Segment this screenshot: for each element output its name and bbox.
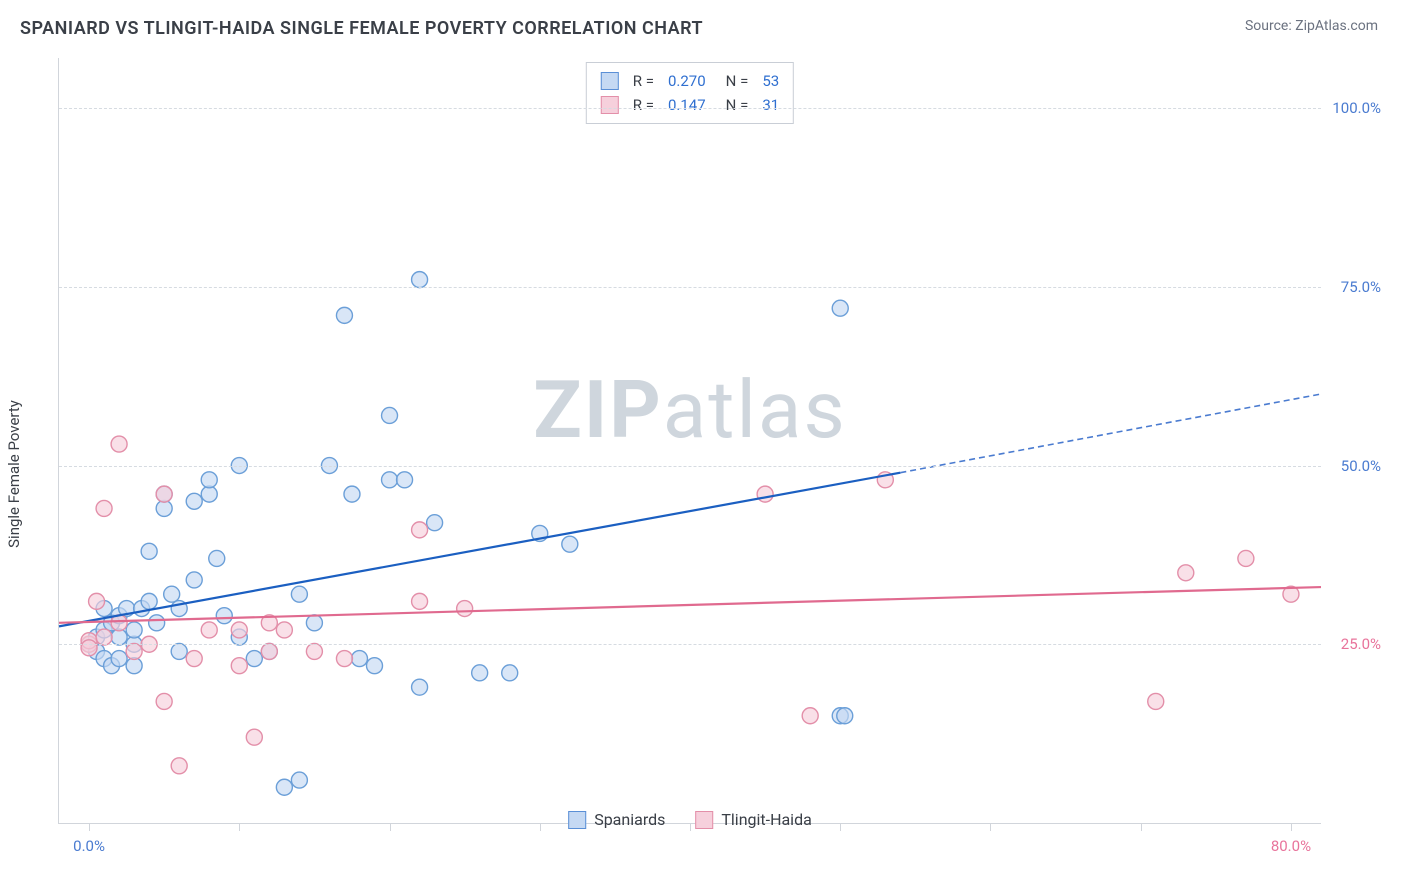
y-axis-label: Single Female Poverty [5,400,23,548]
legend-item: Tlingit-Haida [695,810,811,829]
stats-legend-row: R = 0.147 N = 31 [601,93,779,117]
y-tick-label: 100.0% [1326,99,1381,117]
n-label: N = [726,93,749,117]
y-tick-label: 50.0% [1326,457,1381,475]
x-tick [89,823,90,831]
x-tick [840,823,841,831]
x-tick [540,823,541,831]
legend-label: Spaniards [594,810,665,829]
x-tick [990,823,991,831]
chart-svg [59,58,1321,823]
stats-legend: R = 0.270 N = 53 R = 0.147 N = 31 [586,62,794,124]
r-value: 0.147 [668,93,706,117]
y-tick-label: 75.0% [1326,278,1381,296]
plot-area: ZIPatlas R =0.270N =53R =0.147N =31 Span… [58,58,1321,824]
n-value: 31 [762,93,779,117]
grid-line [59,287,1321,288]
grid-line [59,108,1321,109]
y-tick-label: 25.0% [1326,635,1381,653]
x-tick [390,823,391,831]
chart-title: SPANIARD VS TLINGIT-HAIDA SINGLE FEMALE … [20,18,703,39]
legend-label: Tlingit-Haida [721,810,811,829]
r-label: R = [633,93,654,117]
x-tick [239,823,240,831]
grid-line [59,644,1321,645]
chart-container: Single Female Poverty ZIPatlas R =0.270N… [20,58,1386,872]
x-tick [690,823,691,831]
n-value: 53 [762,69,779,93]
r-value: 0.270 [668,69,706,93]
stats-legend-row: R = 0.270 N = 53 [601,69,779,93]
legend-swatch [601,96,619,114]
x-tick [1141,823,1142,831]
x-tick-label: 0.0% [73,837,105,855]
n-label: N = [726,69,749,93]
legend-swatch [568,811,586,829]
grid-line [59,466,1321,467]
source-label: Source: ZipAtlas.com [1245,18,1378,34]
x-tick-label: 80.0% [1271,837,1311,855]
legend-swatch [695,811,713,829]
r-label: R = [633,69,654,93]
legend-item: Spaniards [568,810,665,829]
legend-swatch [601,72,619,90]
x-tick [1291,823,1292,831]
